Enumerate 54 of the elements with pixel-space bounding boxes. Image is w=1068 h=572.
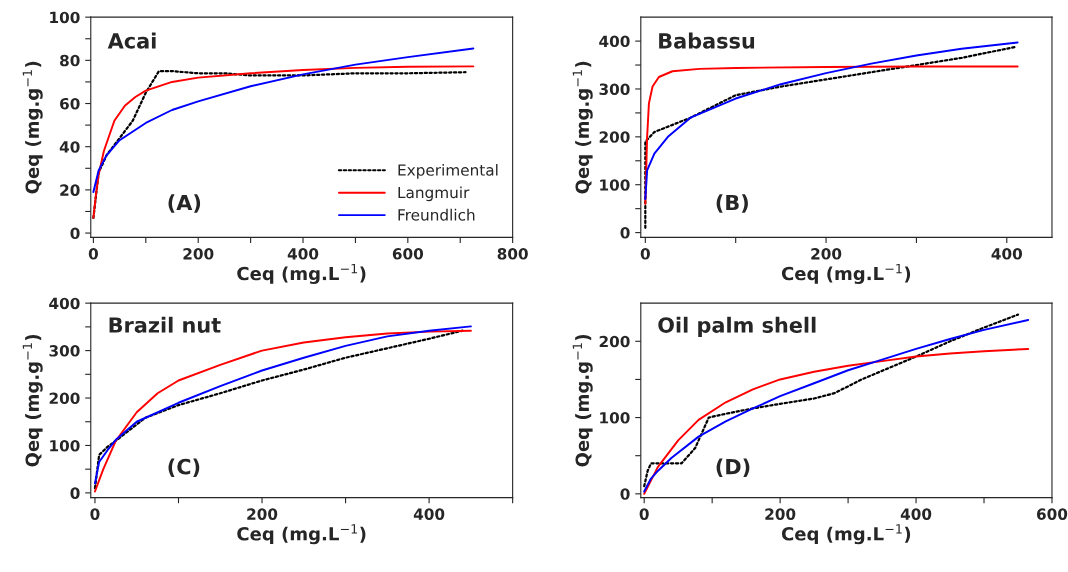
y-axis-title: Qeq (mg.g$^{−1}$): [22, 334, 43, 467]
y-tick-label: 100: [50, 11, 80, 24]
x-tick-label: 200: [183, 248, 214, 260]
y-tick-label: 400: [49, 297, 80, 310]
x-tick-label: 400: [287, 248, 319, 260]
y-tick-label: 0: [620, 488, 630, 500]
text: Acai: [107, 32, 156, 49]
y-axis-title: Qeq (mg.g$^{−1}$): [22, 61, 43, 194]
x-tick-label: 200: [811, 248, 842, 260]
x-axis-title: Ceq (mg.L$^{−1}$): [781, 263, 911, 284]
annotation: (C): [168, 458, 200, 477]
x-tick-label: 0: [88, 248, 98, 260]
y-tick-label: 100: [600, 412, 630, 424]
annotation: (B): [716, 194, 748, 213]
y-tick-label: 300: [49, 345, 80, 357]
x-tick-label: 600: [392, 248, 424, 260]
x-tick-label: 0: [90, 508, 100, 520]
x-axis-title: Ceq (mg.L$^{−1}$): [237, 263, 366, 284]
line-series: [643, 347, 1030, 495]
y-tick-label: 100: [50, 439, 80, 452]
y-tick-label: 20: [60, 184, 80, 196]
y-tick-label: 0: [620, 227, 630, 239]
x-tick-label: 200: [765, 508, 796, 520]
y-tick-label: 400: [599, 35, 630, 48]
x-axis-title: Ceq (mg.L$^{−1}$): [781, 524, 911, 545]
legend-label: Freundlich: [398, 208, 475, 221]
legend-label: Experimental: [398, 163, 498, 179]
x-tick-label: 200: [247, 508, 278, 520]
x-tick-label: 0: [639, 508, 649, 520]
x-tick-label: 600: [1036, 508, 1068, 520]
annotation: (D): [716, 458, 750, 477]
x-tick-label: 0: [640, 248, 650, 260]
x-tick-label: 400: [413, 508, 445, 520]
y-tick-label: 200: [49, 392, 80, 405]
text: Brazil nut: [109, 316, 221, 333]
x-tick-label: 400: [991, 248, 1023, 260]
x-axis-title: Ceq (mg.L$^{−1}$): [237, 524, 366, 545]
y-tick-label: 60: [60, 97, 80, 110]
text: Babassu: [659, 32, 755, 49]
x-tick-label: 400: [900, 508, 932, 520]
y-tick-label: 80: [60, 54, 80, 67]
y-tick-label: 0: [70, 227, 80, 240]
y-tick-label: 300: [599, 83, 630, 95]
x-tick-label: 800: [497, 248, 528, 260]
y-axis-title: Qeq (mg.g$^{−1}$): [572, 61, 593, 194]
y-tick-label: 0: [70, 487, 80, 499]
y-tick-label: 200: [599, 335, 630, 348]
legend-label: Langmuir: [398, 186, 470, 202]
y-tick-label: 40: [59, 141, 80, 153]
annotation: (A): [168, 194, 201, 213]
y-tick-label: 200: [599, 131, 630, 143]
y-axis-title: Qeq (mg.g$^{−1}$): [572, 334, 593, 467]
y-tick-label: 100: [600, 179, 630, 191]
text: Oil palm shell: [658, 316, 816, 337]
